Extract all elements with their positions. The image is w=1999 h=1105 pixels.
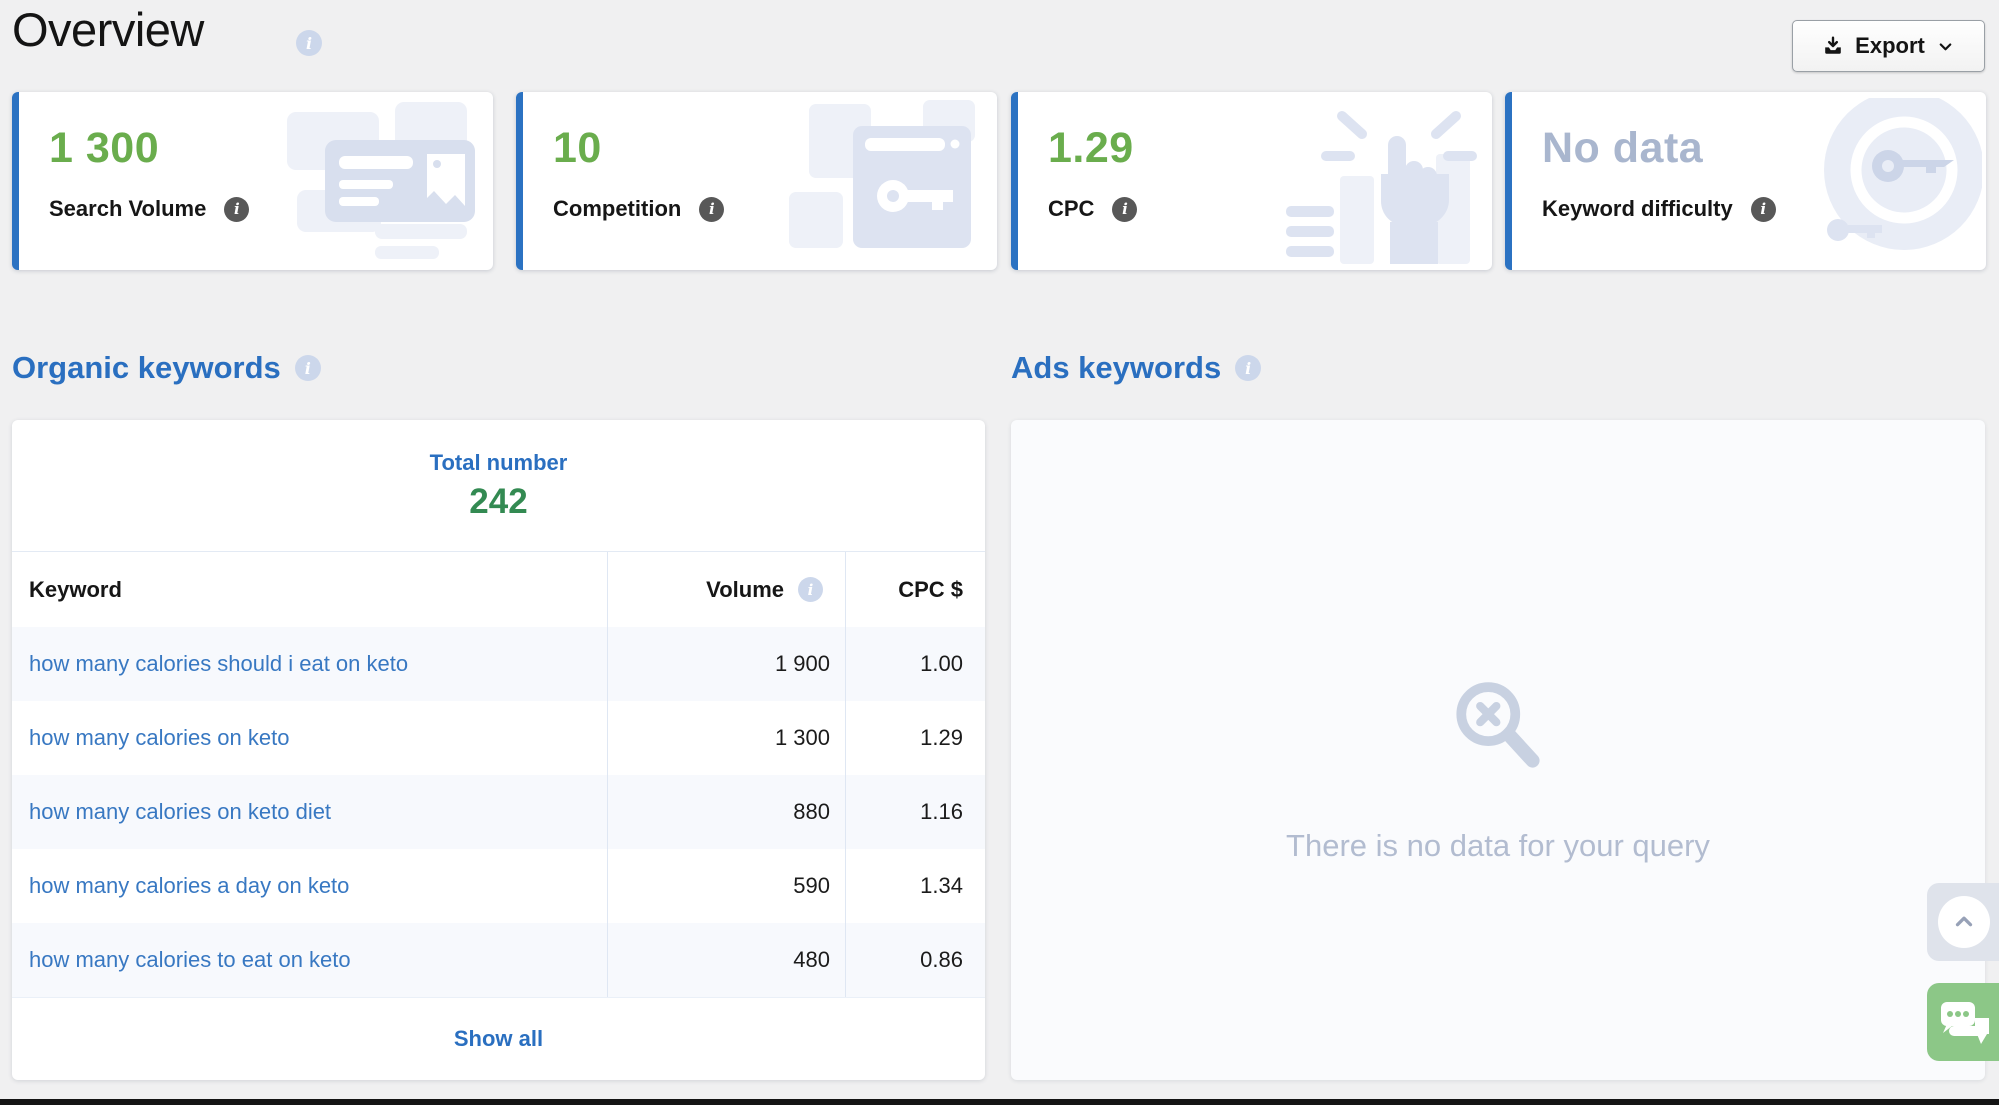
empty-state-message: There is no data for your query — [1286, 828, 1710, 863]
volume-cell: 1 900 — [607, 627, 845, 701]
stat-card-search-volume: 1 300 Search Volume i — [12, 92, 493, 270]
show-all-link[interactable]: Show all — [453, 1026, 544, 1051]
window-key-illustration-icon — [783, 98, 993, 264]
column-header-volume-label: Volume — [706, 576, 784, 602]
stat-value: 1.29 — [1048, 124, 1134, 172]
page-title: Overview — [12, 3, 204, 56]
chat-support-button[interactable] — [1927, 983, 1999, 1061]
stat-value: 1 300 — [49, 124, 160, 172]
table-row: how many calories on keto 1 300 1.29 — [12, 701, 985, 775]
cpc-cell: 1.16 — [845, 775, 985, 849]
stat-card-competition: 10 Competition i — [516, 92, 997, 270]
stat-card-cpc: 1.29 CPC i — [1011, 92, 1492, 270]
no-results-magnifier-icon — [1444, 672, 1552, 780]
table-row: how many calories on keto diet 880 1.16 — [12, 775, 985, 849]
cpc-cell: 1.00 — [845, 627, 985, 701]
cpc-cell: 0.86 — [845, 923, 985, 997]
scroll-to-top-button[interactable] — [1927, 883, 1999, 961]
info-icon[interactable]: i — [294, 355, 321, 381]
info-icon[interactable]: i — [699, 196, 725, 222]
total-number-label: Total number — [429, 449, 568, 475]
total-number-block: Total number 242 — [12, 420, 985, 551]
stat-value: No data — [1542, 124, 1704, 172]
info-icon[interactable]: i — [1235, 355, 1262, 381]
column-header-keyword: Keyword — [29, 576, 122, 602]
table-row: how many calories a day on keto 590 1.34 — [12, 849, 985, 923]
keyword-link[interactable]: how many calories to eat on keto — [29, 947, 351, 972]
stat-label: CPC — [1048, 196, 1095, 221]
target-key-illustration-icon — [1772, 92, 1984, 264]
total-number-value: 242 — [469, 481, 528, 521]
volume-cell: 1 300 — [607, 701, 845, 775]
photo-cards-illustration-icon — [279, 98, 489, 264]
download-icon — [1822, 35, 1844, 57]
info-icon[interactable]: i — [296, 30, 322, 56]
column-header-cpc: CPC $ — [845, 552, 985, 627]
ads-keywords-panel: There is no data for your query — [1011, 420, 1985, 1080]
ads-keywords-heading: Ads keywords i — [1011, 350, 1262, 386]
organic-keywords-heading: Organic keywords i — [12, 350, 321, 386]
click-hand-illustration-icon — [1278, 98, 1488, 264]
keyword-link[interactable]: how many calories a day on keto — [29, 873, 350, 898]
volume-cell: 590 — [607, 849, 845, 923]
table-row: how many calories to eat on keto 480 0.8… — [12, 923, 985, 997]
info-icon[interactable]: i — [1112, 196, 1138, 222]
volume-cell: 480 — [607, 923, 845, 997]
export-button-label: Export — [1855, 33, 1925, 58]
table-row: how many calories should i eat on keto 1… — [12, 627, 985, 701]
cpc-cell: 1.34 — [845, 849, 985, 923]
info-icon[interactable]: i — [224, 196, 250, 222]
ads-keywords-title: Ads keywords — [1011, 350, 1222, 385]
empty-state: There is no data for your query — [1286, 672, 1710, 864]
export-button[interactable]: Export — [1792, 20, 1985, 72]
organic-keywords-title: Organic keywords — [12, 350, 281, 385]
stat-label: Competition — [553, 196, 682, 221]
stat-card-keyword-difficulty: No data Keyword difficulty i — [1505, 92, 1986, 270]
stat-label: Keyword difficulty — [1542, 196, 1733, 221]
keyword-link[interactable]: how many calories on keto — [29, 725, 290, 750]
window-bottom-edge — [0, 1099, 1999, 1105]
table-footer: Show all — [12, 997, 985, 1080]
organic-keywords-card: Total number 242 Keyword Volume i CPC $ … — [12, 420, 985, 1080]
chevron-up-icon — [1951, 909, 1977, 935]
table-header-row: Keyword Volume i CPC $ — [12, 551, 985, 627]
table-body: how many calories should i eat on keto 1… — [12, 627, 985, 997]
column-header-volume: Volume i — [607, 552, 845, 627]
keyword-link[interactable]: how many calories should i eat on keto — [29, 651, 409, 676]
cpc-cell: 1.29 — [845, 701, 985, 775]
stat-label: Search Volume — [49, 196, 207, 221]
chat-bubbles-icon — [1927, 996, 1995, 1048]
info-icon[interactable]: i — [1750, 196, 1776, 222]
stat-value: 10 — [553, 124, 602, 172]
chevron-down-icon — [1936, 37, 1955, 56]
info-icon[interactable]: i — [798, 577, 823, 602]
keyword-link[interactable]: how many calories on keto diet — [29, 799, 332, 824]
volume-cell: 880 — [607, 775, 845, 849]
